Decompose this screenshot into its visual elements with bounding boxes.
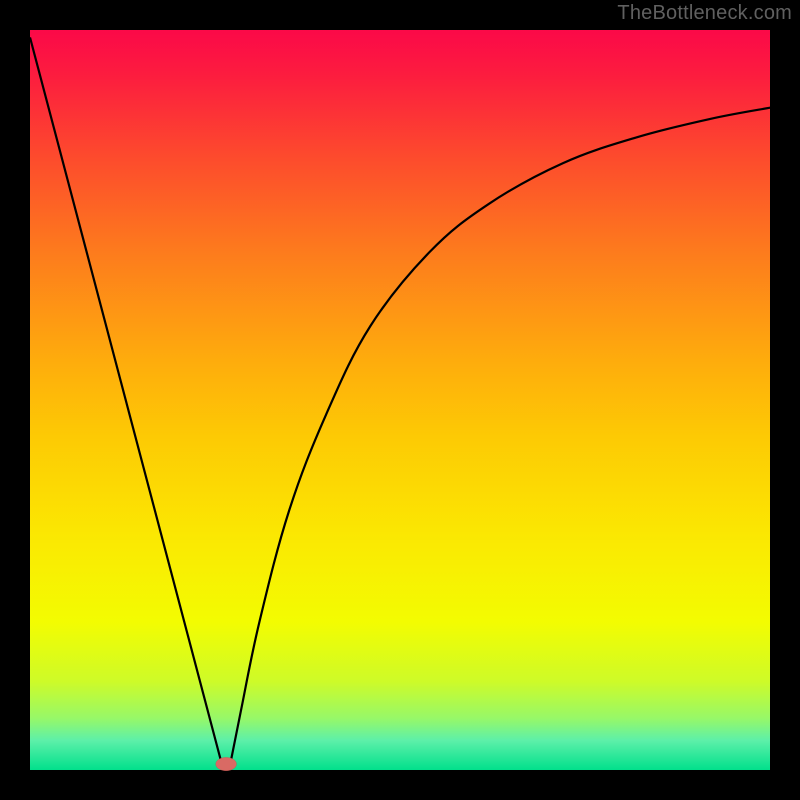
curve-svg	[30, 30, 770, 770]
chart-outer-frame	[0, 0, 800, 800]
left-line-segment	[30, 37, 222, 766]
minimum-marker	[216, 757, 237, 770]
right-curve-segment	[230, 108, 770, 767]
attribution-label: TheBottleneck.com	[617, 2, 792, 25]
plot-area	[30, 30, 770, 770]
